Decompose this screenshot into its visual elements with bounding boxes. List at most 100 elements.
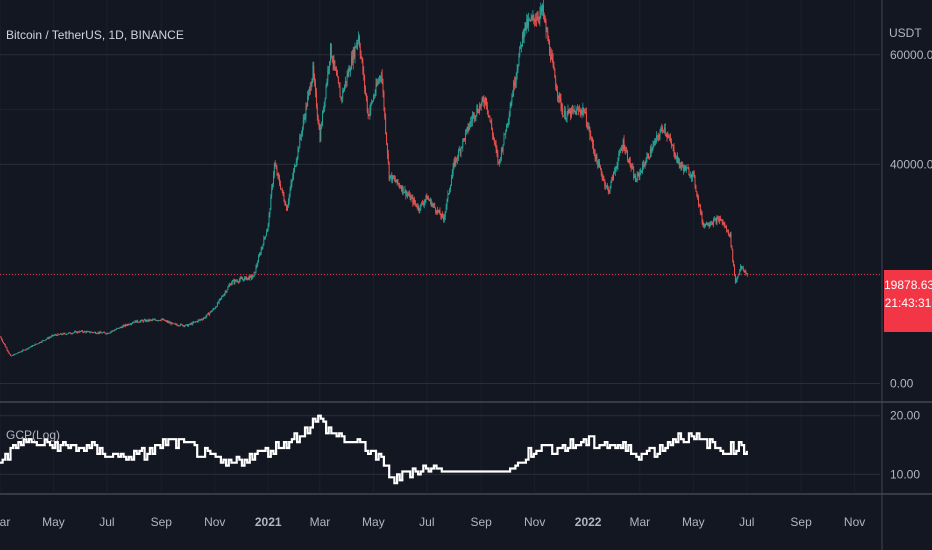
- candle-body: [618, 153, 620, 160]
- candle-body: [539, 12, 541, 19]
- candle-body: [338, 82, 340, 88]
- candle-body: [501, 149, 503, 151]
- candle-body: [622, 139, 624, 149]
- candle-body: [318, 124, 320, 128]
- candle-body: [174, 323, 176, 325]
- candle-body: [584, 112, 586, 114]
- candle-body: [615, 168, 617, 169]
- candle-body: [498, 161, 500, 163]
- candle-body: [727, 229, 729, 235]
- candle-body: [38, 342, 40, 344]
- candle-body: [495, 144, 497, 150]
- candle-body: [706, 222, 707, 226]
- candle-body: [98, 332, 100, 334]
- candle-body: [328, 68, 330, 70]
- candle-body: [716, 218, 718, 224]
- candle-body: [301, 134, 302, 137]
- candle-body: [536, 17, 538, 21]
- candle-body: [10, 355, 12, 357]
- candle-body: [714, 219, 716, 220]
- candle-body: [298, 148, 300, 149]
- candle-body: [509, 107, 511, 116]
- candle-body: [453, 160, 455, 166]
- candle-body: [180, 324, 182, 326]
- candle-body: [150, 319, 152, 321]
- candle-body: [252, 275, 254, 278]
- candle-body: [213, 308, 215, 310]
- candle-body: [679, 164, 681, 168]
- candle-body: [625, 150, 627, 152]
- candle-body: [462, 139, 464, 148]
- candle-body: [340, 97, 342, 99]
- candle-body: [676, 156, 678, 159]
- candle-body: [237, 280, 238, 282]
- candle-body: [430, 199, 432, 207]
- candle-body: [712, 222, 714, 225]
- candle-body: [600, 169, 602, 174]
- candle-body: [237, 281, 239, 283]
- candle-body: [50, 336, 52, 338]
- candle-body: [746, 273, 748, 275]
- candle-body: [415, 202, 416, 204]
- candle-body: [319, 127, 321, 142]
- candle-body: [294, 165, 295, 171]
- candle-body: [581, 110, 583, 114]
- candle-body: [274, 163, 276, 167]
- candle-body: [156, 320, 158, 322]
- candle-body: [446, 199, 448, 207]
- candle-body: [281, 189, 283, 191]
- candle-body: [24, 349, 26, 351]
- candle-body: [384, 108, 386, 117]
- candle-body: [496, 149, 498, 154]
- candle-body: [664, 127, 666, 134]
- candle-body: [124, 325, 125, 327]
- candle-body: [420, 204, 422, 210]
- candle-body: [109, 331, 111, 333]
- candle-body: [388, 162, 390, 179]
- candle-body: [707, 225, 709, 226]
- candle-body: [159, 320, 161, 322]
- candle-body: [400, 187, 402, 188]
- candle-body: [217, 302, 219, 304]
- candle-body: [163, 319, 165, 321]
- candle-body: [117, 327, 119, 329]
- candle-body: [365, 87, 366, 94]
- candle-body: [103, 332, 105, 333]
- candle-body: [386, 143, 388, 155]
- candle-body: [629, 158, 631, 166]
- candle-body: [332, 61, 334, 65]
- candle-body: [153, 319, 155, 321]
- candle-body: [104, 332, 106, 334]
- candle-body: [456, 157, 458, 160]
- candle-body: [369, 109, 371, 116]
- candle-body: [720, 219, 722, 221]
- candle-body: [418, 206, 420, 211]
- candle-body: [595, 154, 597, 159]
- candle-body: [381, 75, 383, 84]
- candle-body: [665, 133, 667, 135]
- candle-body: [206, 314, 208, 317]
- candle-body: [684, 165, 685, 172]
- candle-body: [196, 321, 198, 323]
- candle-body: [530, 17, 532, 21]
- candle-body: [16, 353, 18, 355]
- candle-body: [134, 320, 136, 323]
- candle-body: [650, 148, 652, 153]
- candle-body: [190, 323, 192, 325]
- candle-body: [17, 353, 18, 354]
- candle-body: [642, 163, 643, 173]
- candle-body: [437, 209, 439, 212]
- candle-body: [617, 159, 619, 167]
- candle-body: [248, 277, 250, 280]
- candle-body: [49, 337, 51, 338]
- candle-body: [487, 110, 489, 116]
- candle-body: [532, 15, 534, 18]
- candle-body: [287, 205, 288, 211]
- candle-body: [92, 332, 94, 334]
- candle-body: [93, 332, 95, 334]
- candle-body: [718, 218, 720, 222]
- candle-body: [126, 325, 128, 326]
- candle-body: [221, 296, 223, 298]
- candle-body: [214, 308, 216, 310]
